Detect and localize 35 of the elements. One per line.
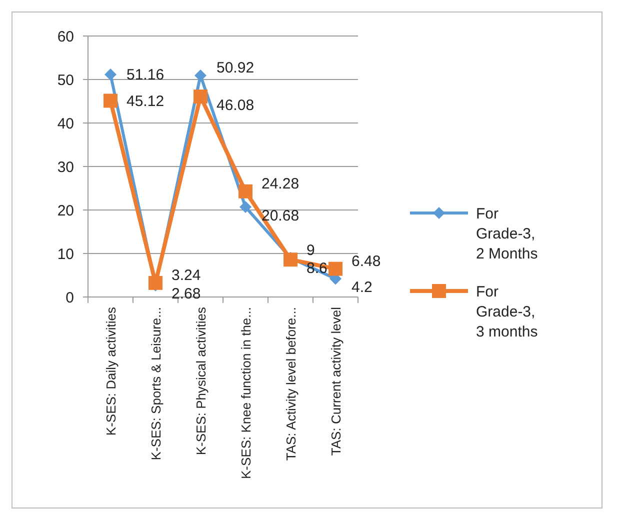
point: [104, 68, 116, 80]
x-tick-label: K-SES: Knee function in the...: [238, 307, 254, 479]
data-label: 2.68: [172, 286, 201, 303]
x-tick-label: K-SES: Daily activities: [104, 306, 118, 436]
legend-label: For Grade-3, 3 months: [476, 283, 538, 340]
point: [194, 70, 206, 82]
y-tick-label: 0: [66, 289, 74, 306]
x-tick-label: K-SES: Physical activities: [194, 306, 208, 456]
data-label: 8.6: [306, 260, 328, 277]
point: [238, 184, 252, 198]
data-label: 45.12: [126, 92, 164, 110]
x-tick-label: TAS: Current activity level: [328, 306, 344, 456]
y-tick-label: 60: [57, 28, 74, 46]
point: [104, 94, 118, 108]
x-tick-label: TAS: Activity level before...: [284, 307, 298, 461]
y-tick-label: 50: [57, 72, 74, 89]
data-label: 9: [306, 242, 315, 260]
data-label: 4.2: [352, 278, 372, 296]
y-tick-label: 30: [57, 158, 74, 176]
data-label: 24.28: [262, 176, 300, 193]
point: [148, 276, 162, 290]
point: [284, 252, 298, 267]
data-label: 50.92: [216, 60, 254, 77]
y-tick-label: 40: [57, 115, 74, 132]
y-tick-label: 10: [57, 246, 74, 263]
data-label: 51.16: [126, 66, 164, 84]
point: [194, 90, 208, 104]
point: [240, 201, 252, 214]
data-label: 46.08: [216, 96, 254, 114]
y-tick-label: 20: [57, 202, 74, 220]
x-tick-label: K-SES: Sports & Leisure...: [148, 307, 164, 460]
data-label: 6.48: [352, 253, 381, 270]
legend-label: For Grade-3, 2 Months: [476, 205, 538, 262]
data-label: 3.24: [172, 267, 201, 284]
point: [328, 262, 342, 276]
